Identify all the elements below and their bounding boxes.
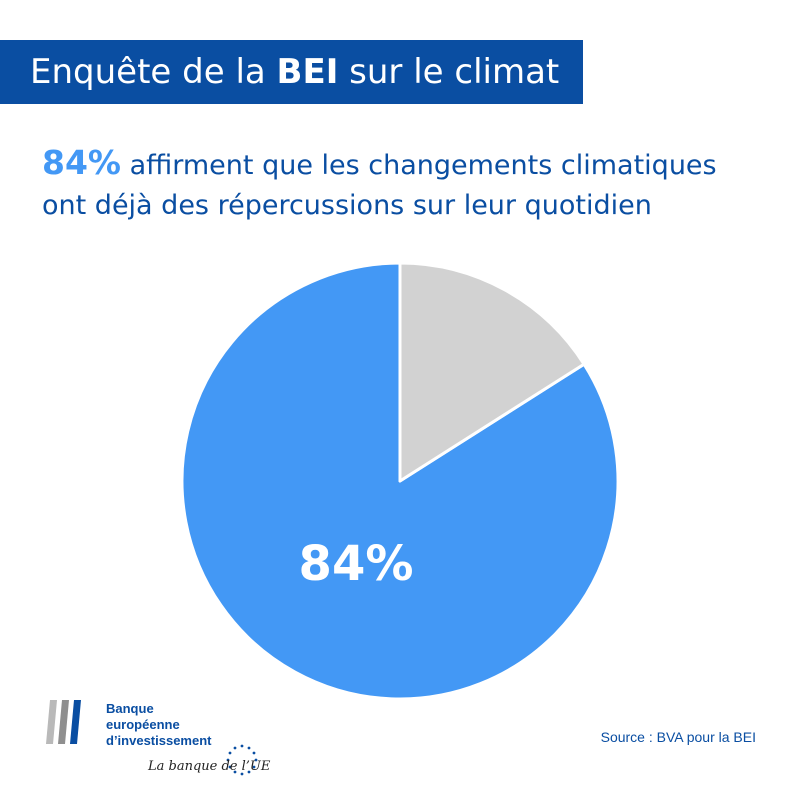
- source-note: Source : BVA pour la BEI: [600, 729, 756, 745]
- page-title: Enquête de la BEI sur le climat: [0, 52, 559, 92]
- title-suffix: sur le climat: [349, 52, 560, 92]
- eu-stars-icon: [226, 744, 258, 776]
- headline: 84% affirment que les changements climat…: [42, 143, 782, 226]
- headline-stat: 84%: [42, 143, 121, 182]
- logo-wordmark: Banque européenne d’investissement: [106, 701, 212, 749]
- title-prefix: Enquête de la: [30, 52, 266, 92]
- headline-line1: affirment que les changements climatique…: [129, 150, 717, 181]
- title-bold: BEI: [276, 52, 339, 92]
- title-banner: Enquête de la BEI sur le climat: [0, 40, 583, 104]
- logo-line1: Banque: [106, 701, 154, 716]
- logo-line2: européenne: [106, 717, 180, 732]
- eib-bars-icon: [46, 700, 81, 744]
- logo-tagline: La banque de l’UE: [148, 759, 271, 774]
- headline-line2: ont déjà des répercussions sur leur quot…: [42, 190, 652, 221]
- pie-slice-1: [398, 261, 586, 483]
- logo-line3: d’investissement: [106, 733, 212, 748]
- pie-label-0: 84%: [299, 536, 414, 592]
- eib-logo: Banque européenne d’investissement La ba…: [42, 696, 272, 786]
